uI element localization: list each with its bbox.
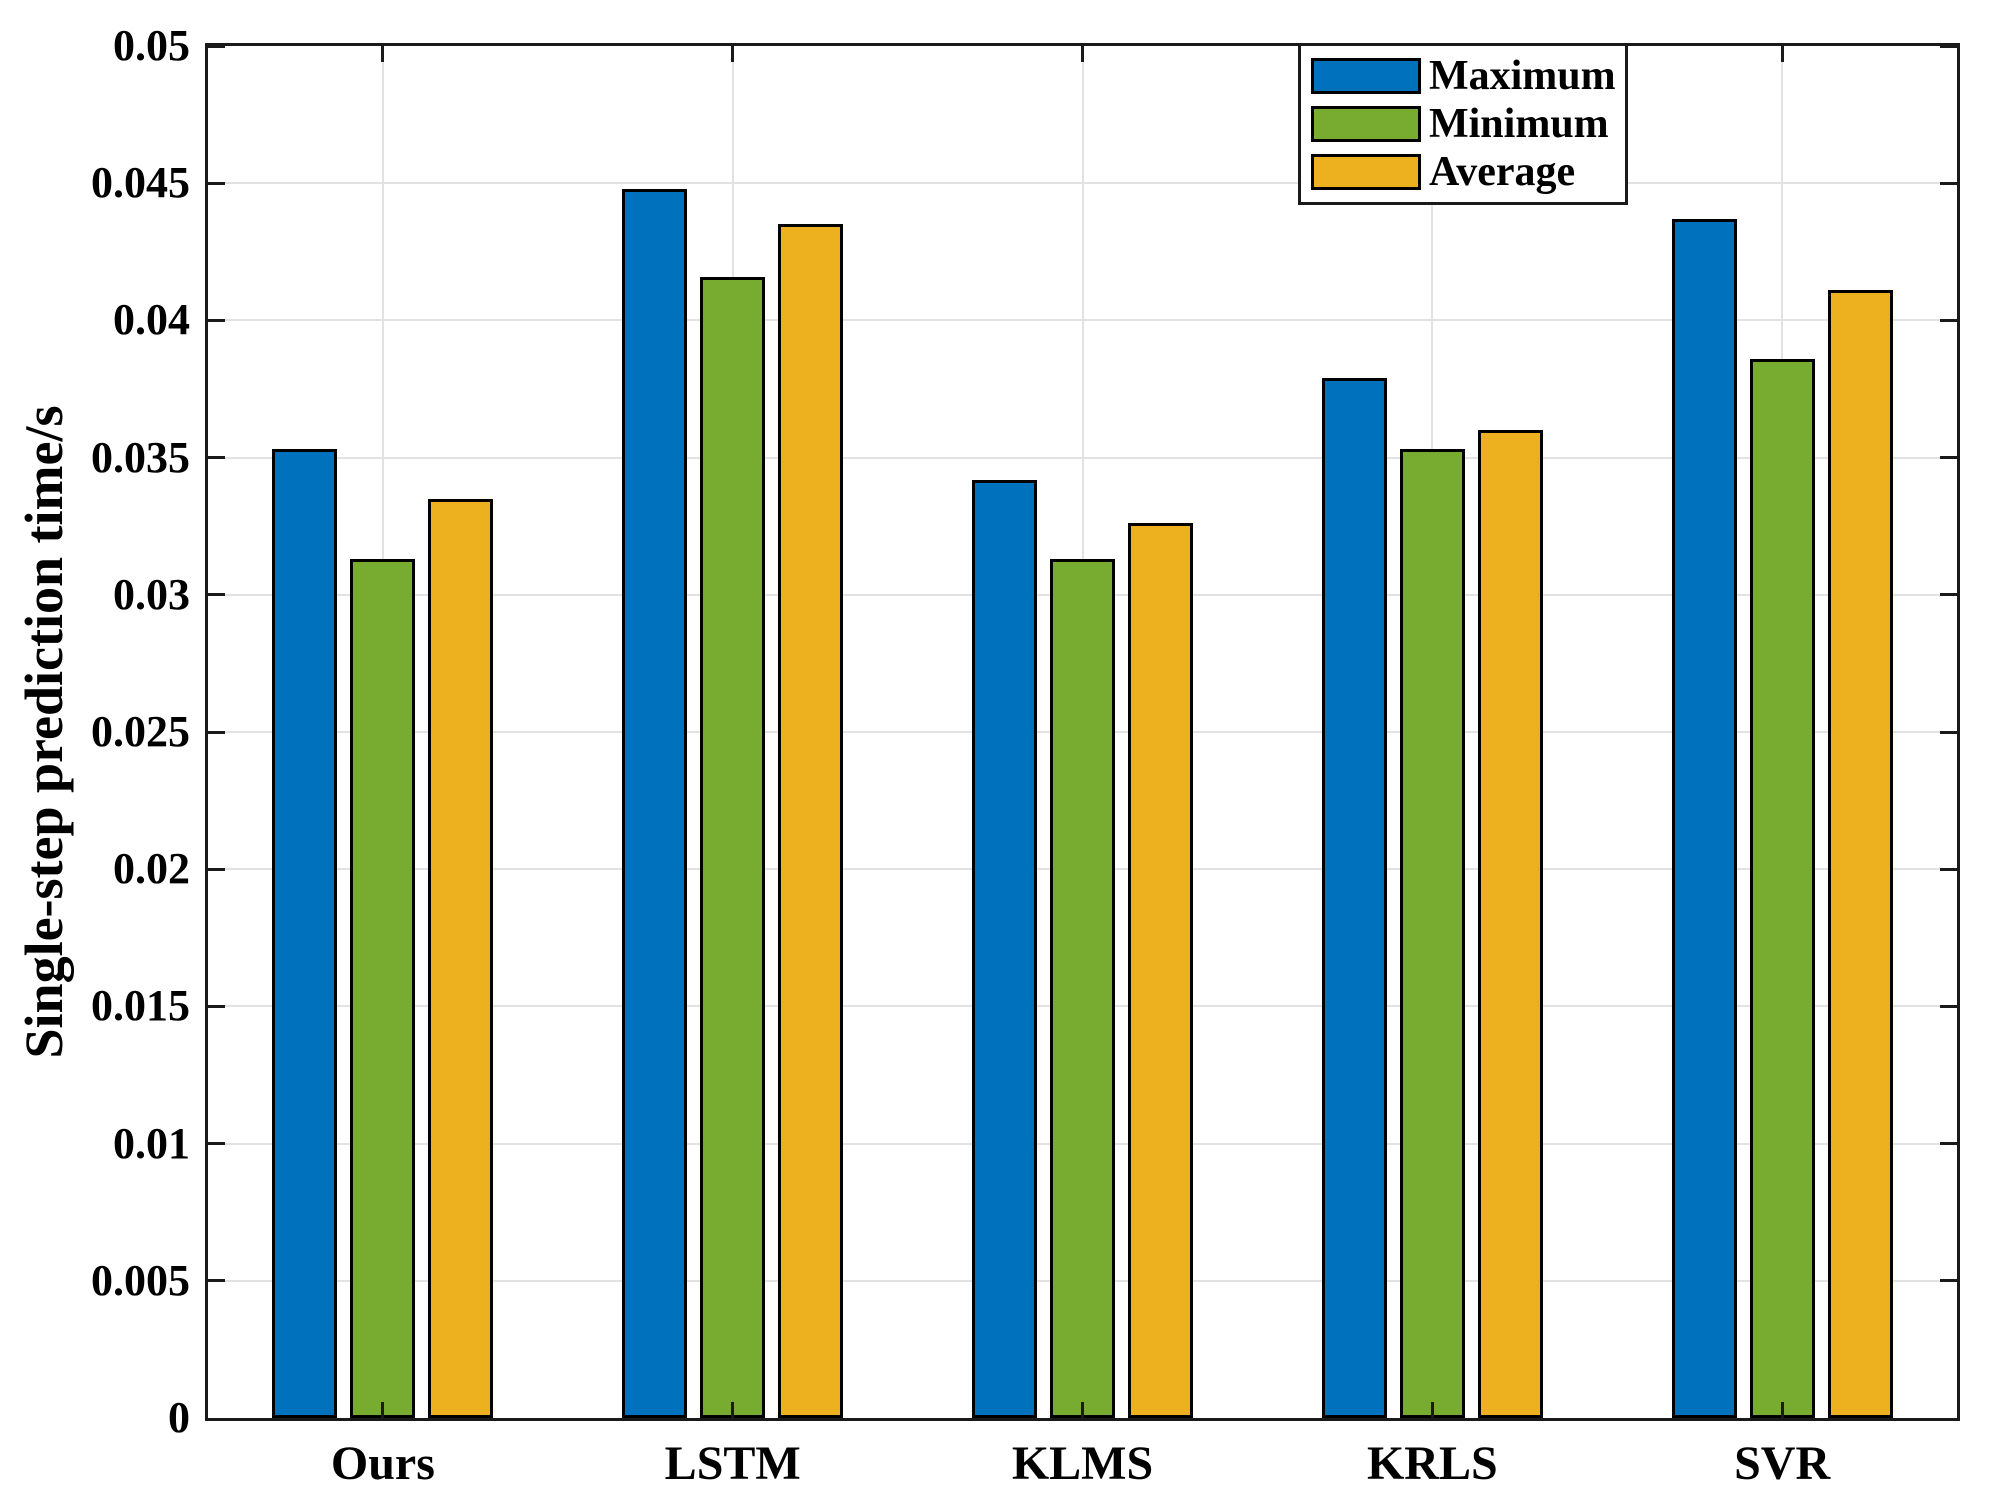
bar-minimum-krls [1399,449,1465,1418]
plot-area: Maximum Minimum Average [205,43,1960,1421]
bar-average-klms [1128,523,1193,1418]
y-tick-left [208,1279,225,1283]
y-tick-right [1940,181,1957,185]
y-tick-right [1940,593,1957,597]
y-tick-left [208,456,225,460]
legend-swatch-maximum [1311,58,1421,94]
legend-label-average: Average [1429,149,1576,195]
x-tick-top [731,46,735,62]
bar-maximum-krls [1321,378,1387,1418]
bar-minimum-ours [350,559,416,1418]
y-tick-left [208,44,225,48]
y-tick-right [1940,456,1957,460]
y-tick-right [1940,1142,1957,1146]
x-tick-label-klms: KLMS [1011,1437,1154,1490]
bar-maximum-ours [272,449,338,1418]
x-tick-label-ours: Ours [330,1437,435,1490]
legend-item-average: Average [1301,150,1625,194]
y-tick-right [1940,867,1957,871]
bar-minimum-lstm [700,276,766,1418]
y-tick-label: 0.02 [113,844,190,894]
legend-label-maximum: Maximum [1429,53,1616,99]
legend-item-minimum: Minimum [1301,102,1625,146]
y-tick-right [1940,1004,1957,1008]
bar-minimum-svr [1749,358,1815,1418]
legend-swatch-average [1311,154,1421,190]
y-tick-label: 0.015 [91,981,190,1031]
y-tick-label: 0.025 [91,707,190,756]
y-tick-label: 0.005 [91,1255,190,1305]
bar-minimum-klms [1050,559,1115,1418]
x-tick-top [381,46,385,62]
bar-maximum-klms [972,479,1037,1418]
bar-average-ours [428,498,494,1418]
bar-maximum-svr [1671,218,1737,1418]
x-tick-bottom [381,1402,385,1418]
legend: Maximum Minimum Average [1298,43,1628,205]
y-tick-left [208,730,225,734]
legend-item-maximum: Maximum [1301,54,1625,98]
bar-maximum-lstm [622,188,688,1418]
y-tick-label: 0.035 [91,432,190,482]
x-tick-bottom [1430,1402,1434,1418]
y-tick-label: 0.03 [113,569,190,619]
x-tick-label-krls: KRLS [1366,1437,1498,1490]
legend-label-minimum: Minimum [1429,101,1609,147]
y-tick-left [208,1142,225,1146]
y-tick-right [1940,1279,1957,1283]
bar-average-lstm [778,224,844,1418]
x-tick-bottom [731,1402,735,1418]
y-tick-label: 0.05 [113,21,190,70]
bar-average-svr [1827,290,1893,1418]
y-tick-left [208,318,225,322]
y-tick-left [208,867,225,871]
y-tick-right [1940,730,1957,734]
y-tick-label: 0.04 [113,295,190,345]
x-tick-top [1081,46,1084,62]
x-tick-label-lstm: LSTM [664,1437,801,1490]
y-tick-right [1940,44,1957,48]
y-tick-left [208,1004,225,1008]
y-tick-label: 0.045 [91,158,190,208]
x-tick-top [1780,46,1784,62]
x-tick-bottom [1780,1402,1784,1418]
y-tick-left [208,593,225,597]
x-tick-bottom [1081,1402,1084,1418]
y-tick-left [208,181,225,185]
y-tick-label: 0.01 [113,1118,190,1168]
x-tick-label-svr: SVR [1734,1437,1831,1490]
y-tick-right [1940,318,1957,322]
bar-average-krls [1477,430,1543,1418]
y-tick-label: 0 [168,1393,190,1442]
legend-swatch-minimum [1311,106,1421,142]
